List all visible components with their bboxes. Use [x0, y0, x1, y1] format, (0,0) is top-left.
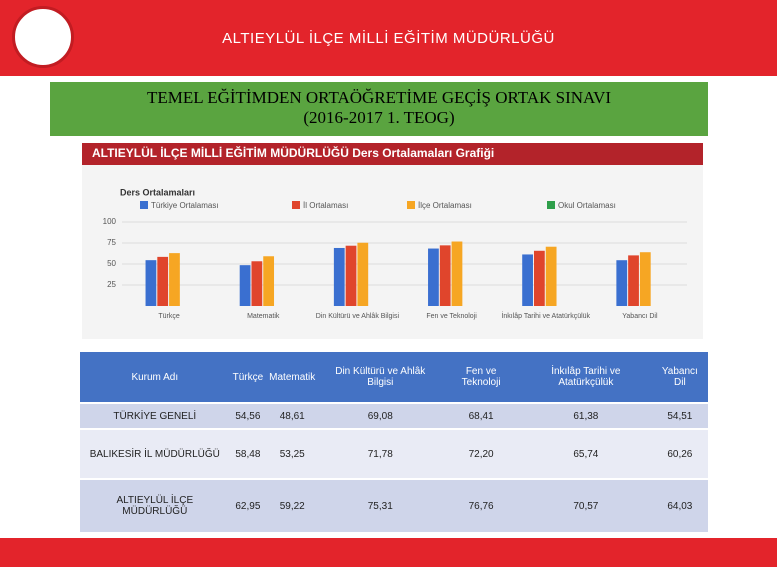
table-cell: 72,20: [442, 428, 520, 479]
table-cell: 58,48: [229, 428, 267, 479]
header-cell: Türkçe: [229, 352, 267, 403]
table-cell: ALTIEYLÜL İLÇE MÜDÜRLÜĞÜ: [80, 478, 230, 532]
table-cell: 59,22: [266, 478, 319, 532]
header-cell: Matematik: [266, 352, 319, 403]
table-cell: 75,31: [318, 478, 443, 532]
y-tick-label: 25: [107, 280, 116, 289]
bar: [145, 260, 157, 306]
table-row: TÜRKİYE GENELİ 54,56 48,61 69,08 68,41 61,38 5…: [80, 402, 708, 429]
header-band: ALTIEYLÜL İLÇE MİLLİ EĞİTİM MÜDÜRLÜĞÜ: [0, 0, 777, 76]
table-cell: 76,76: [442, 478, 520, 532]
table-cell: 62,95: [229, 478, 267, 532]
logo: [12, 6, 74, 68]
legend-label: İlçe Ortalaması: [418, 201, 472, 210]
table-cell: BALIKESİR İL MÜDÜRLÜĞÜ: [80, 428, 230, 479]
bar: [169, 253, 180, 306]
x-tick-label: Matematik: [247, 313, 280, 320]
header-cell: Kurum Adı: [80, 352, 230, 403]
header-cell: İnkılâp Tarihi ve Atatürkçülük: [519, 352, 652, 403]
bar: [345, 245, 357, 306]
x-tick-label: Din Kültürü ve Ahlâk Bilgisi: [316, 313, 400, 320]
table-cell: 65,74: [519, 428, 652, 479]
bar: [616, 260, 628, 306]
legend-title: Ders Ortalamaları: [120, 187, 195, 197]
header-cell: Din Kültürü ve Ahlâk Bilgisi: [318, 352, 443, 403]
chart-background: [82, 143, 703, 339]
bar: [451, 241, 463, 306]
banner-line: (2016-2017 1. TEOG): [303, 108, 455, 127]
x-tick-label: Türkçe: [158, 313, 180, 320]
y-tick-label: 100: [103, 217, 117, 226]
bar: [639, 252, 651, 306]
bar: [428, 248, 439, 306]
legend-swatch: [407, 201, 415, 209]
header-cell: Yabancı Dil: [651, 352, 708, 403]
table-row: ALTIEYLÜL İLÇE MÜDÜRLÜĞÜ 62,95 59,22 75,31 7…: [80, 478, 708, 532]
table-cell: 68,41: [442, 402, 520, 429]
chart-title: ALTIEYLÜL İLÇE MİLLİ EĞİTİM MÜDÜRLÜĞÜ De…: [92, 145, 494, 160]
table-cell: 54,51: [651, 402, 708, 429]
bar: [439, 245, 451, 306]
x-tick-label: Yabancı Dil: [622, 313, 658, 320]
x-tick-label: Fen ve Teknoloji: [426, 313, 477, 320]
legend-label: Türkiye Ortalaması: [151, 201, 219, 210]
table-cell: 70,57: [519, 478, 652, 532]
bar: [333, 247, 345, 306]
bar: [251, 261, 263, 306]
table-cell: 60,26: [651, 428, 708, 479]
header-title: ALTIEYLÜL İLÇE MİLLİ EĞİTİM MÜDÜRLÜĞÜ: [222, 30, 555, 47]
bar: [157, 256, 169, 306]
bar: [263, 256, 275, 306]
y-tick-label: 50: [107, 259, 116, 268]
chart-header: [82, 143, 703, 165]
y-tick-label: 75: [107, 238, 116, 247]
table-cell: 69,08: [318, 402, 443, 429]
bar: [628, 255, 639, 306]
banner: TEMEL EĞİTİMDEN ORTAÖĞRETİME GEÇİŞ ORTAK…: [50, 82, 708, 136]
legend-swatch: [140, 201, 148, 209]
legend-label: İl Ortalaması: [303, 201, 348, 210]
table-cell: 64,03: [651, 478, 708, 532]
banner-line: TEMEL EĞİTİMDEN ORTAÖĞRETİME GEÇİŞ ORTAK…: [146, 88, 612, 107]
table-cell: 54,56: [229, 402, 267, 429]
table-cell: 53,25: [266, 428, 319, 479]
table-row: BALIKESİR İL MÜDÜRLÜĞÜ 58,48 53,25 71,78 72,…: [80, 428, 708, 479]
legend-swatch: [547, 201, 555, 209]
bar: [357, 242, 369, 306]
table-cell: 71,78: [318, 428, 443, 479]
table-cell: 61,38: [519, 402, 652, 429]
results-table: Kurum Adı Türkçe Matematik Din Kültürü ve A…: [80, 352, 708, 532]
x-tick-label: İnkılâp Tarihi ve Atatürkçülük: [501, 311, 590, 320]
table-cell: 48,61: [266, 402, 319, 429]
header-cell: Fen ve Teknoloji: [442, 352, 520, 403]
legend-label: Okul Ortalaması: [558, 201, 616, 210]
legend-swatch: [292, 201, 300, 209]
bar: [239, 265, 251, 306]
bar: [533, 250, 545, 306]
bar: [522, 254, 533, 306]
chart: ALTIEYLÜL İLÇE MİLLİ EĞİTİM MÜDÜRLÜĞÜ De…: [82, 143, 703, 339]
header-row: Kurum Adı Türkçe Matematik Din Kültürü ve A…: [80, 352, 708, 403]
bar: [545, 246, 557, 306]
footer-band: [0, 538, 777, 567]
table-cell: TÜRKİYE GENELİ: [80, 402, 230, 429]
